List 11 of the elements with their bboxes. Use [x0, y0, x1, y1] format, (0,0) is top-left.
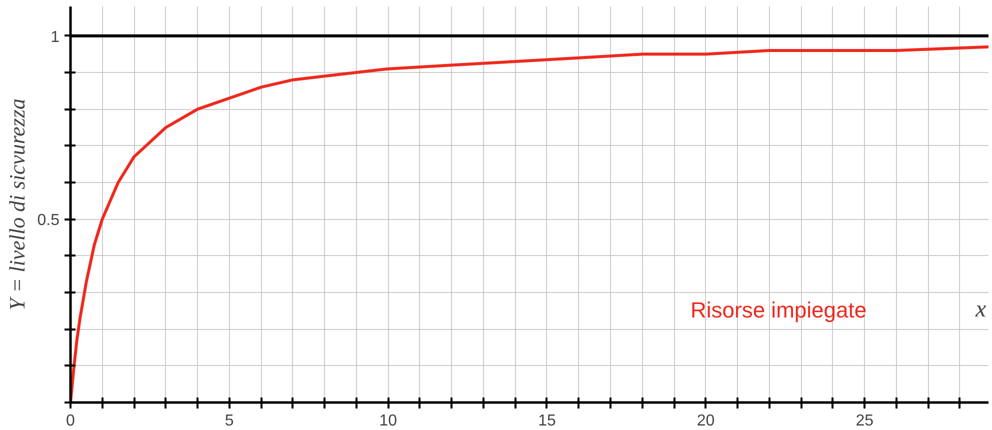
annotation: x: [974, 296, 986, 322]
x-tick-label: 5: [224, 412, 234, 430]
x-tick-label: 15: [538, 412, 556, 430]
x-axis-title: Risorse impiegate: [690, 298, 867, 322]
x-tick-label: 25: [856, 412, 874, 430]
y-axis-title: Y = livello di sicvurezza: [4, 98, 30, 311]
y-tick-label: 0.5: [37, 212, 60, 230]
y-tick-label: 1: [50, 28, 60, 46]
x-tick-label: 10: [379, 412, 398, 430]
x-tick-label: 0: [66, 412, 76, 430]
x-tick-label: 20: [696, 412, 715, 430]
